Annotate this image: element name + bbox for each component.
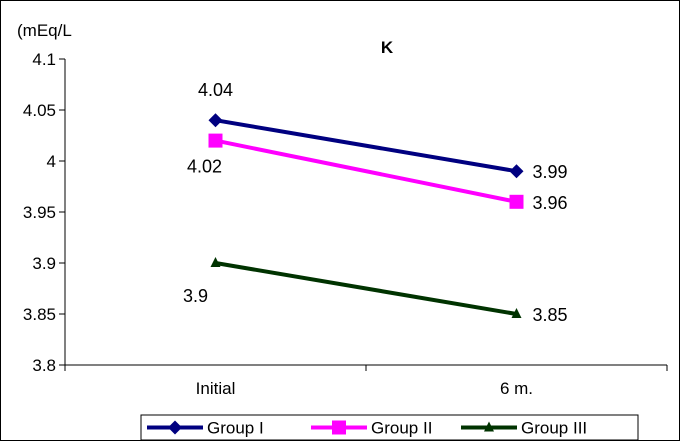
- y-tick-label: 3.9: [32, 254, 56, 273]
- series-group-i: 4.04 3.99: [198, 80, 568, 182]
- data-label: 3.9: [183, 286, 208, 306]
- series-line: [215, 138, 517, 204]
- y-tick-label: 4.05: [23, 101, 56, 120]
- series-line: [215, 118, 517, 174]
- chart-title: K: [381, 38, 394, 57]
- data-label: 4.02: [187, 157, 222, 177]
- y-tick-label: 3.8: [32, 356, 56, 375]
- legend-label: Group II: [371, 419, 432, 438]
- x-category-label: Initial: [196, 379, 236, 398]
- data-point-square: [509, 194, 524, 209]
- legend-marker-diamond: [168, 420, 182, 435]
- data-point-diamond: [509, 164, 524, 179]
- y-tick-label: 3.95: [23, 203, 56, 222]
- data-point-triangle: [210, 257, 221, 267]
- y-tick-label: 3.85: [23, 305, 56, 324]
- series-group-iii: 3.9 3.85: [183, 257, 568, 325]
- legend-item: Group III: [461, 419, 587, 438]
- data-label: 3.96: [533, 193, 568, 213]
- y-tick-label: 4.1: [32, 50, 56, 69]
- y-axis-unit-label: (mEq/L: [17, 21, 72, 40]
- legend-label: Group I: [207, 419, 264, 438]
- x-category-label: 6 m.: [500, 379, 533, 398]
- data-point-square: [208, 133, 223, 148]
- legend-box: [140, 414, 639, 441]
- legend-item: Group I: [147, 419, 264, 438]
- legend-marker-square: [332, 420, 346, 435]
- series-group-ii: 4.02 3.96: [187, 133, 568, 213]
- legend-label: Group III: [521, 419, 587, 438]
- data-label: 3.99: [533, 162, 568, 182]
- data-label: 4.04: [198, 80, 233, 100]
- legend-marker-triangle: [484, 421, 494, 432]
- data-point-diamond: [208, 113, 223, 128]
- y-tick-label: 4: [47, 152, 56, 171]
- series-line: [215, 261, 517, 316]
- data-point-triangle: [511, 308, 522, 318]
- legend-item: Group II: [311, 419, 432, 438]
- data-label: 3.85: [533, 305, 568, 325]
